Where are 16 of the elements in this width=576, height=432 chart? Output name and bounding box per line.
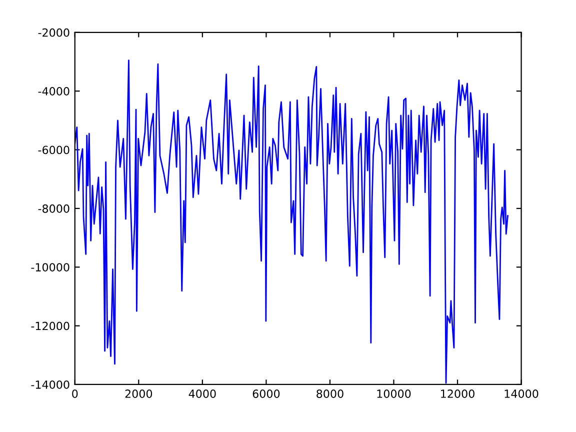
y-tick-label: -2000: [38, 28, 70, 37]
y-tick-label: -14000: [31, 380, 70, 389]
x-tick-label: 2000: [125, 390, 152, 398]
x-tick-label: 4000: [188, 390, 216, 398]
x-tick-label: 8000: [316, 390, 344, 398]
x-tick-label: 0: [72, 390, 78, 398]
y-tick-label: -4000: [38, 87, 70, 96]
y-tick-label: -6000: [38, 146, 70, 154]
x-tick-label: 10000: [377, 390, 411, 398]
y-tick-label: -8000: [38, 204, 70, 213]
x-tick-label: 12000: [441, 390, 474, 398]
y-tick-label: -12000: [31, 322, 70, 330]
y-tick-label: -10000: [31, 263, 70, 272]
x-tick-label: 14000: [504, 390, 538, 398]
line-series: [74, 60, 508, 384]
x-tick-label: 6000: [252, 390, 280, 398]
